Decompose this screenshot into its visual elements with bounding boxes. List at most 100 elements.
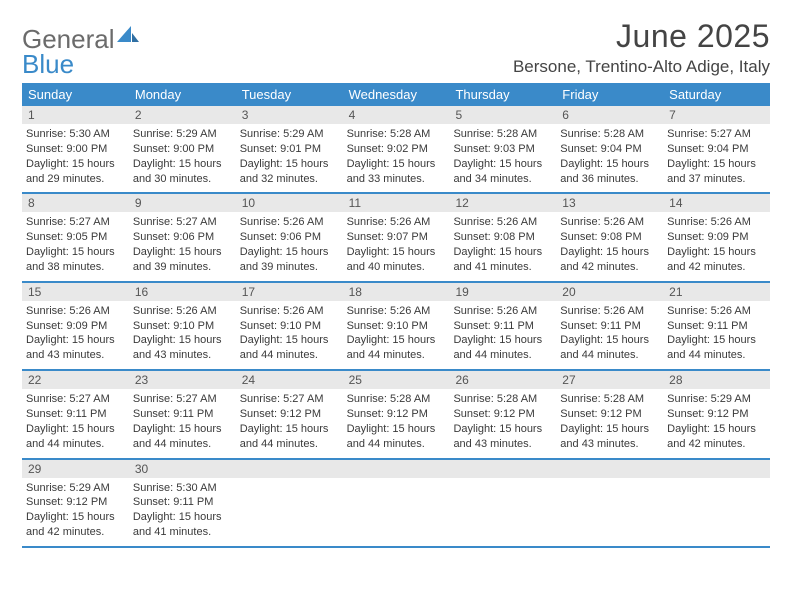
calendar-day: 2Sunrise: 5:29 AMSunset: 9:00 PMDaylight… xyxy=(129,106,236,192)
day-number: 20 xyxy=(562,285,657,299)
day-number-bar: 22 xyxy=(22,371,129,389)
day-number: 5 xyxy=(455,108,550,122)
day-number: 19 xyxy=(455,285,550,299)
daylight-text-1: Daylight: 15 hours xyxy=(560,245,659,260)
sunset-text: Sunset: 9:06 PM xyxy=(133,230,232,245)
day-number-bar: 18 xyxy=(343,283,450,301)
calendar-day: 5Sunrise: 5:28 AMSunset: 9:03 PMDaylight… xyxy=(449,106,556,192)
daylight-text-1: Daylight: 15 hours xyxy=(26,422,125,437)
daylight-text-2: and 44 minutes. xyxy=(240,348,339,363)
sunrise-text: Sunrise: 5:27 AM xyxy=(667,127,766,142)
daylight-text-2: and 38 minutes. xyxy=(26,260,125,275)
logo-part2: Blue xyxy=(22,49,74,79)
sunrise-text: Sunrise: 5:30 AM xyxy=(133,481,232,496)
sunrise-text: Sunrise: 5:27 AM xyxy=(26,392,125,407)
sunrise-text: Sunrise: 5:26 AM xyxy=(26,304,125,319)
calendar-day: 29Sunrise: 5:29 AMSunset: 9:12 PMDayligh… xyxy=(22,460,129,546)
calendar-day: 6Sunrise: 5:28 AMSunset: 9:04 PMDaylight… xyxy=(556,106,663,192)
calendar-day-empty: . xyxy=(343,460,450,546)
calendar-day: 3Sunrise: 5:29 AMSunset: 9:01 PMDaylight… xyxy=(236,106,343,192)
daylight-text-2: and 44 minutes. xyxy=(667,348,766,363)
daylight-text-1: Daylight: 15 hours xyxy=(453,422,552,437)
daylight-text-2: and 44 minutes. xyxy=(26,437,125,452)
day-number: 27 xyxy=(562,373,657,387)
calendar-day: 4Sunrise: 5:28 AMSunset: 9:02 PMDaylight… xyxy=(343,106,450,192)
calendar-day: 30Sunrise: 5:30 AMSunset: 9:11 PMDayligh… xyxy=(129,460,236,546)
sunset-text: Sunset: 9:09 PM xyxy=(26,319,125,334)
daylight-text-1: Daylight: 15 hours xyxy=(240,245,339,260)
calendar-day: 17Sunrise: 5:26 AMSunset: 9:10 PMDayligh… xyxy=(236,283,343,369)
day-number: 21 xyxy=(669,285,764,299)
sunset-text: Sunset: 9:12 PM xyxy=(667,407,766,422)
daylight-text-1: Daylight: 15 hours xyxy=(347,422,446,437)
day-number-bar: . xyxy=(236,460,343,478)
daylight-text-2: and 39 minutes. xyxy=(133,260,232,275)
sunrise-text: Sunrise: 5:28 AM xyxy=(347,127,446,142)
daylight-text-2: and 44 minutes. xyxy=(240,437,339,452)
day-number-bar: 1 xyxy=(22,106,129,124)
sunrise-text: Sunrise: 5:28 AM xyxy=(347,392,446,407)
daylight-text-1: Daylight: 15 hours xyxy=(453,157,552,172)
daylight-text-2: and 42 minutes. xyxy=(26,525,125,540)
day-number-bar: . xyxy=(556,460,663,478)
daylight-text-2: and 42 minutes. xyxy=(560,260,659,275)
day-number-bar: 25 xyxy=(343,371,450,389)
daylight-text-2: and 44 minutes. xyxy=(453,348,552,363)
sunrise-text: Sunrise: 5:29 AM xyxy=(240,127,339,142)
sunset-text: Sunset: 9:01 PM xyxy=(240,142,339,157)
day-number-bar: 6 xyxy=(556,106,663,124)
day-number-bar: 9 xyxy=(129,194,236,212)
sunset-text: Sunset: 9:08 PM xyxy=(560,230,659,245)
sunrise-text: Sunrise: 5:27 AM xyxy=(240,392,339,407)
calendar-day: 26Sunrise: 5:28 AMSunset: 9:12 PMDayligh… xyxy=(449,371,556,457)
logo-text: General Blue xyxy=(22,24,139,76)
calendar-day: 12Sunrise: 5:26 AMSunset: 9:08 PMDayligh… xyxy=(449,194,556,280)
sunset-text: Sunset: 9:12 PM xyxy=(347,407,446,422)
weekday-header: Wednesday xyxy=(343,83,450,106)
sunrise-text: Sunrise: 5:26 AM xyxy=(453,215,552,230)
day-number-bar: 24 xyxy=(236,371,343,389)
calendar-weeks: 1Sunrise: 5:30 AMSunset: 9:00 PMDaylight… xyxy=(22,106,770,548)
daylight-text-1: Daylight: 15 hours xyxy=(26,157,125,172)
daylight-text-2: and 33 minutes. xyxy=(347,172,446,187)
daylight-text-2: and 29 minutes. xyxy=(26,172,125,187)
calendar-day: 9Sunrise: 5:27 AMSunset: 9:06 PMDaylight… xyxy=(129,194,236,280)
daylight-text-1: Daylight: 15 hours xyxy=(133,422,232,437)
day-number: 2 xyxy=(135,108,230,122)
day-number: 25 xyxy=(349,373,444,387)
daylight-text-2: and 44 minutes. xyxy=(347,348,446,363)
calendar-day: 21Sunrise: 5:26 AMSunset: 9:11 PMDayligh… xyxy=(663,283,770,369)
calendar-day: 18Sunrise: 5:26 AMSunset: 9:10 PMDayligh… xyxy=(343,283,450,369)
calendar-day-empty: . xyxy=(663,460,770,546)
sunrise-text: Sunrise: 5:26 AM xyxy=(667,304,766,319)
calendar-day-empty: . xyxy=(236,460,343,546)
weekday-header: Sunday xyxy=(22,83,129,106)
sunset-text: Sunset: 9:00 PM xyxy=(26,142,125,157)
day-number-bar: 10 xyxy=(236,194,343,212)
daylight-text-2: and 43 minutes. xyxy=(133,348,232,363)
day-number: 9 xyxy=(135,196,230,210)
day-number-bar: 11 xyxy=(343,194,450,212)
calendar-day-empty: . xyxy=(556,460,663,546)
daylight-text-1: Daylight: 15 hours xyxy=(560,157,659,172)
calendar-day: 1 Sunrise: 5:30 AMSunset: 9:00 PMDaylight… xyxy=(22,106,129,192)
calendar-day: 7Sunrise: 5:27 AMSunset: 9:04 PMDaylight… xyxy=(663,106,770,192)
day-number-bar: 17 xyxy=(236,283,343,301)
sunset-text: Sunset: 9:02 PM xyxy=(347,142,446,157)
sunrise-text: Sunrise: 5:26 AM xyxy=(133,304,232,319)
daylight-text-1: Daylight: 15 hours xyxy=(347,157,446,172)
calendar-day: 14Sunrise: 5:26 AMSunset: 9:09 PMDayligh… xyxy=(663,194,770,280)
day-number: 29 xyxy=(28,462,123,476)
day-number: 1 xyxy=(28,108,123,122)
calendar-week: 29Sunrise: 5:29 AMSunset: 9:12 PMDayligh… xyxy=(22,460,770,548)
daylight-text-1: Daylight: 15 hours xyxy=(667,422,766,437)
daylight-text-1: Daylight: 15 hours xyxy=(560,333,659,348)
sunrise-text: Sunrise: 5:28 AM xyxy=(560,127,659,142)
sunrise-text: Sunrise: 5:30 AM xyxy=(26,127,125,142)
sunset-text: Sunset: 9:11 PM xyxy=(667,319,766,334)
calendar-day: 16Sunrise: 5:26 AMSunset: 9:10 PMDayligh… xyxy=(129,283,236,369)
day-number: 28 xyxy=(669,373,764,387)
day-number: 24 xyxy=(242,373,337,387)
day-number: 7 xyxy=(669,108,764,122)
sunset-text: Sunset: 9:11 PM xyxy=(560,319,659,334)
